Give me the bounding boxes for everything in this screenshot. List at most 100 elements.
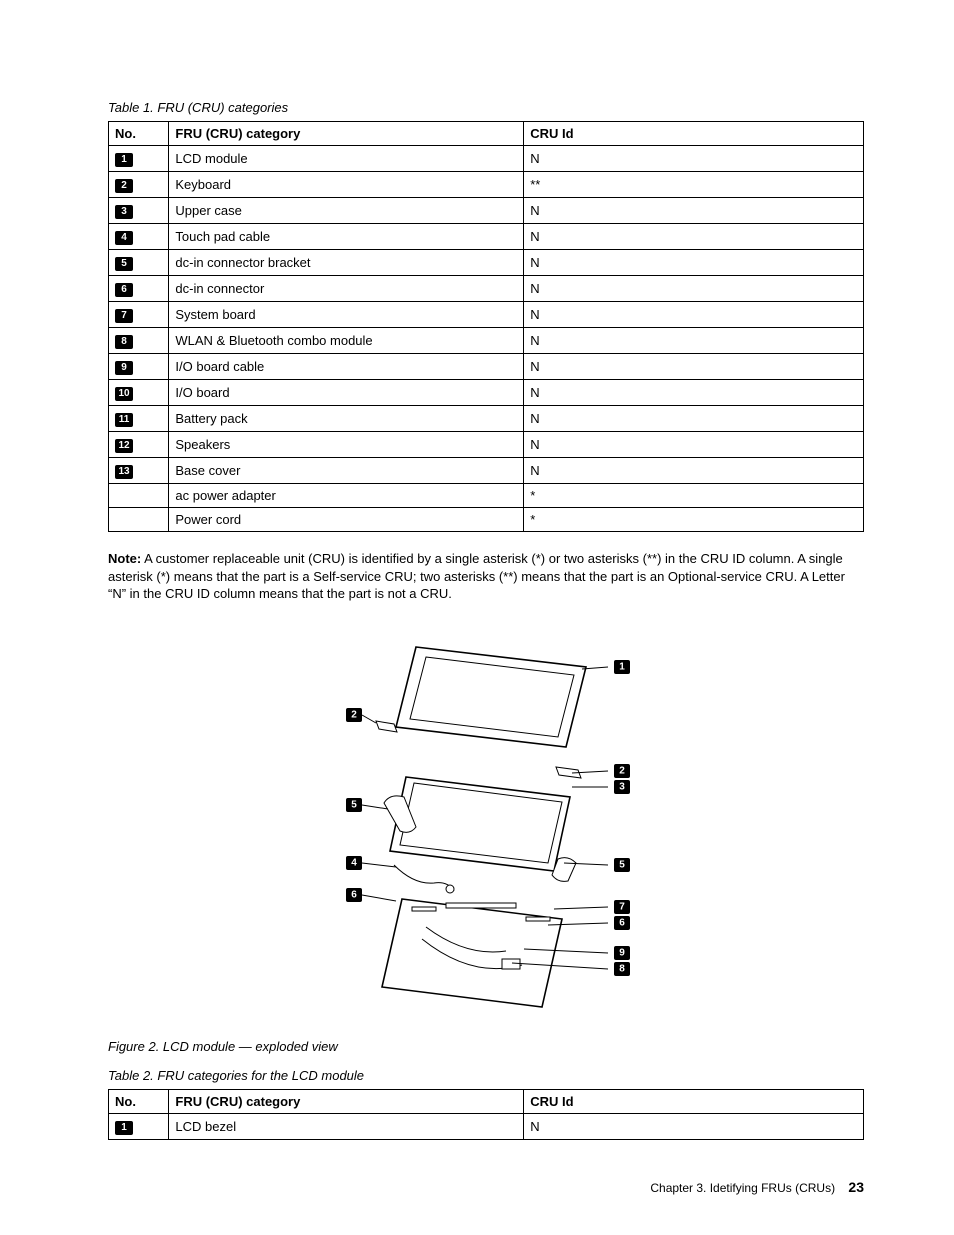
table1-cell-no: 7 — [109, 302, 169, 328]
table1-cell-category: System board — [169, 302, 524, 328]
table1-cell-no: 8 — [109, 328, 169, 354]
callout-box: 9 — [614, 946, 630, 960]
table1-cell-no — [109, 484, 169, 508]
callout-leader — [362, 895, 396, 901]
number-box: 11 — [115, 413, 133, 427]
callout-box: 5 — [346, 798, 362, 812]
note-text: A customer replaceable unit (CRU) is ide… — [108, 551, 845, 601]
table2-row: 1LCD bezelN — [109, 1113, 864, 1139]
svg-text:9: 9 — [619, 947, 625, 958]
callout-box: 7 — [614, 900, 630, 914]
table1-cell-category: Touch pad cable — [169, 224, 524, 250]
table1-cell-category: Keyboard — [169, 172, 524, 198]
table1-row: 13 Base coverN — [109, 458, 864, 484]
table1-cell-no: 5 — [109, 250, 169, 276]
table1-cell-category: Upper case — [169, 198, 524, 224]
table1-row: Power cord* — [109, 508, 864, 532]
table1-cell-category: LCD module — [169, 146, 524, 172]
figure2-svg: 1 2 3 5 7 6 9 8 2 5 4 6 — [326, 627, 646, 1027]
table2: No. FRU (CRU) category CRU Id 1LCD bezel… — [108, 1089, 864, 1140]
callout-box: 8 — [614, 962, 630, 976]
svg-text:8: 8 — [619, 963, 625, 974]
callout-box: 6 — [614, 916, 630, 930]
table1-cell-no — [109, 508, 169, 532]
number-box: 1 — [115, 1121, 133, 1135]
table1-cell-category: Power cord — [169, 508, 524, 532]
table1-cell-cruid: N — [524, 458, 864, 484]
table1-row: 5 dc-in connector bracketN — [109, 250, 864, 276]
table1-cell-no: 4 — [109, 224, 169, 250]
svg-text:4: 4 — [351, 857, 357, 868]
number-box: 8 — [115, 335, 133, 349]
table1-row: 4Touch pad cableN — [109, 224, 864, 250]
table1-h-no: No. — [109, 122, 169, 146]
table1-cell-cruid: N — [524, 198, 864, 224]
number-box: 4 — [115, 231, 133, 245]
table1-cell-category: dc-in connector — [169, 276, 524, 302]
table2-h-cat: FRU (CRU) category — [169, 1089, 524, 1113]
callout-leader — [362, 715, 376, 723]
svg-text:3: 3 — [619, 781, 625, 792]
table1-caption: Table 1. FRU (CRU) categories — [108, 100, 864, 115]
table1-cell-category: WLAN & Bluetooth combo module — [169, 328, 524, 354]
number-box: 3 — [115, 205, 133, 219]
table1-cell-cruid: N — [524, 432, 864, 458]
table1-cell-no: 10 — [109, 380, 169, 406]
number-box: 12 — [115, 439, 133, 453]
svg-text:7: 7 — [619, 901, 625, 912]
table1-row: 2 Keyboard** — [109, 172, 864, 198]
table1-h-cru: CRU Id — [524, 122, 864, 146]
callout-leader — [554, 907, 608, 909]
table1-cell-cruid: N — [524, 146, 864, 172]
callout-box: 5 — [614, 858, 630, 872]
number-box: 10 — [115, 387, 133, 401]
table1-row: 11 Battery packN — [109, 406, 864, 432]
table1-cell-category: ac power adapter — [169, 484, 524, 508]
figure2-caption: Figure 2. LCD module — exploded view — [108, 1039, 864, 1054]
table1-cell-cruid: N — [524, 380, 864, 406]
table1-cell-no: 9 — [109, 354, 169, 380]
number-box: 9 — [115, 361, 133, 375]
table1-cell-cruid: * — [524, 484, 864, 508]
table1-cell-cruid: N — [524, 354, 864, 380]
table1-cell-category: dc-in connector bracket — [169, 250, 524, 276]
table1-row: 12SpeakersN — [109, 432, 864, 458]
svg-text:2: 2 — [351, 709, 357, 720]
table1-cell-category: Base cover — [169, 458, 524, 484]
table1-row: 6 dc-in connectorN — [109, 276, 864, 302]
table1-cell-no: 3 — [109, 198, 169, 224]
table2-h-cru: CRU Id — [524, 1089, 864, 1113]
number-box: 2 — [115, 179, 133, 193]
number-box: 5 — [115, 257, 133, 271]
svg-text:2: 2 — [619, 765, 625, 776]
svg-text:1: 1 — [619, 661, 625, 672]
number-box: 13 — [115, 465, 133, 479]
number-box: 6 — [115, 283, 133, 297]
callout-box: 3 — [614, 780, 630, 794]
callout-box: 2 — [346, 708, 362, 722]
table2-cell-category: LCD bezel — [169, 1113, 524, 1139]
table2-caption: Table 2. FRU categories for the LCD modu… — [108, 1068, 864, 1083]
table1-cell-category: Battery pack — [169, 406, 524, 432]
table1-cell-cruid: N — [524, 276, 864, 302]
table1-cell-cruid: N — [524, 250, 864, 276]
note-paragraph: Note: A customer replaceable unit (CRU) … — [108, 550, 864, 603]
table1-row: 9I/O board cableN — [109, 354, 864, 380]
table1-row: 7System boardN — [109, 302, 864, 328]
footer-chapter: Chapter 3. Idetifying FRUs (CRUs) — [650, 1181, 835, 1195]
table1-cell-no: 1 — [109, 146, 169, 172]
table1-cell-cruid: N — [524, 406, 864, 432]
number-box: 7 — [115, 309, 133, 323]
table1-cell-no: 13 — [109, 458, 169, 484]
table1-row: 3 Upper caseN — [109, 198, 864, 224]
table1-row: 10I/O boardN — [109, 380, 864, 406]
svg-text:5: 5 — [351, 799, 357, 810]
table1-cell-no: 12 — [109, 432, 169, 458]
svg-text:6: 6 — [351, 889, 357, 900]
table1-cell-cruid: * — [524, 508, 864, 532]
table1-cell-cruid: ** — [524, 172, 864, 198]
callout-leader — [362, 863, 396, 867]
table1-cell-no: 2 — [109, 172, 169, 198]
callout-box: 2 — [614, 764, 630, 778]
table2-cell-no: 1 — [109, 1113, 169, 1139]
